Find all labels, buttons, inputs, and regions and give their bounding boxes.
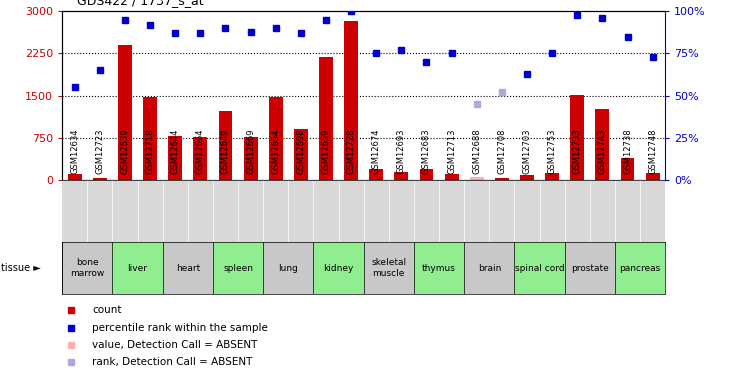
Bar (162, 242, 213, 294)
Bar (118, 45, 132, 180)
Bar (470, 177, 484, 180)
Text: spleen: spleen (223, 264, 253, 273)
Bar (162, 180, 188, 242)
Bar (194, 137, 208, 180)
Bar (515, 180, 539, 242)
Bar (389, 180, 414, 242)
Text: prostate: prostate (571, 264, 609, 273)
Bar (188, 180, 213, 242)
Bar (615, 180, 640, 242)
Bar (219, 111, 232, 180)
Bar (213, 180, 238, 242)
Bar (314, 242, 364, 294)
Bar (564, 242, 615, 294)
Text: thymus: thymus (422, 264, 456, 273)
Bar (68, 174, 82, 180)
Bar (596, 109, 610, 180)
Text: GDS422 / 1737_s_at: GDS422 / 1737_s_at (77, 0, 203, 8)
Bar (545, 172, 559, 180)
Bar (243, 137, 257, 180)
Bar (344, 21, 358, 180)
Bar (645, 173, 659, 180)
Bar (640, 180, 665, 242)
Bar (269, 97, 283, 180)
Text: pancreas: pancreas (619, 264, 661, 273)
Bar (364, 242, 414, 294)
Bar (564, 180, 590, 242)
Bar (615, 242, 665, 294)
Bar (515, 242, 564, 294)
Bar (137, 180, 163, 242)
Text: heart: heart (175, 264, 200, 273)
Bar (495, 178, 509, 180)
Bar (621, 158, 635, 180)
Bar (414, 242, 464, 294)
Text: lung: lung (279, 264, 298, 273)
Bar (520, 175, 534, 180)
Bar (489, 180, 515, 242)
Text: tissue ►: tissue ► (1, 263, 41, 273)
Text: percentile rank within the sample: percentile rank within the sample (92, 323, 268, 333)
Bar (168, 136, 182, 180)
Bar (113, 242, 162, 294)
Text: spinal cord: spinal cord (515, 264, 564, 273)
Bar (263, 180, 288, 242)
Bar (395, 172, 409, 180)
Bar (238, 180, 263, 242)
Bar (113, 180, 137, 242)
Text: liver: liver (127, 264, 148, 273)
Bar (93, 178, 107, 180)
Bar (62, 180, 87, 242)
Bar (570, 95, 584, 180)
Bar (539, 180, 564, 242)
Bar (314, 180, 338, 242)
Bar (464, 242, 515, 294)
Bar (369, 169, 383, 180)
Bar (338, 180, 364, 242)
Bar (143, 97, 157, 180)
Bar (87, 180, 113, 242)
Bar (288, 180, 314, 242)
Text: skeletal
muscle: skeletal muscle (371, 258, 406, 278)
Bar (319, 57, 333, 180)
Bar (294, 129, 308, 180)
Text: kidney: kidney (323, 264, 354, 273)
Text: bone
marrow: bone marrow (70, 258, 105, 278)
Bar (464, 180, 489, 242)
Bar (263, 242, 314, 294)
Bar (364, 180, 389, 242)
Bar (420, 169, 433, 180)
Bar (213, 242, 263, 294)
Bar (590, 180, 615, 242)
Text: brain: brain (477, 264, 501, 273)
Bar (62, 242, 113, 294)
Bar (439, 180, 464, 242)
Text: count: count (92, 305, 122, 315)
Bar (444, 174, 458, 180)
Text: value, Detection Call = ABSENT: value, Detection Call = ABSENT (92, 340, 257, 350)
Bar (414, 180, 439, 242)
Text: rank, Detection Call = ABSENT: rank, Detection Call = ABSENT (92, 357, 253, 368)
